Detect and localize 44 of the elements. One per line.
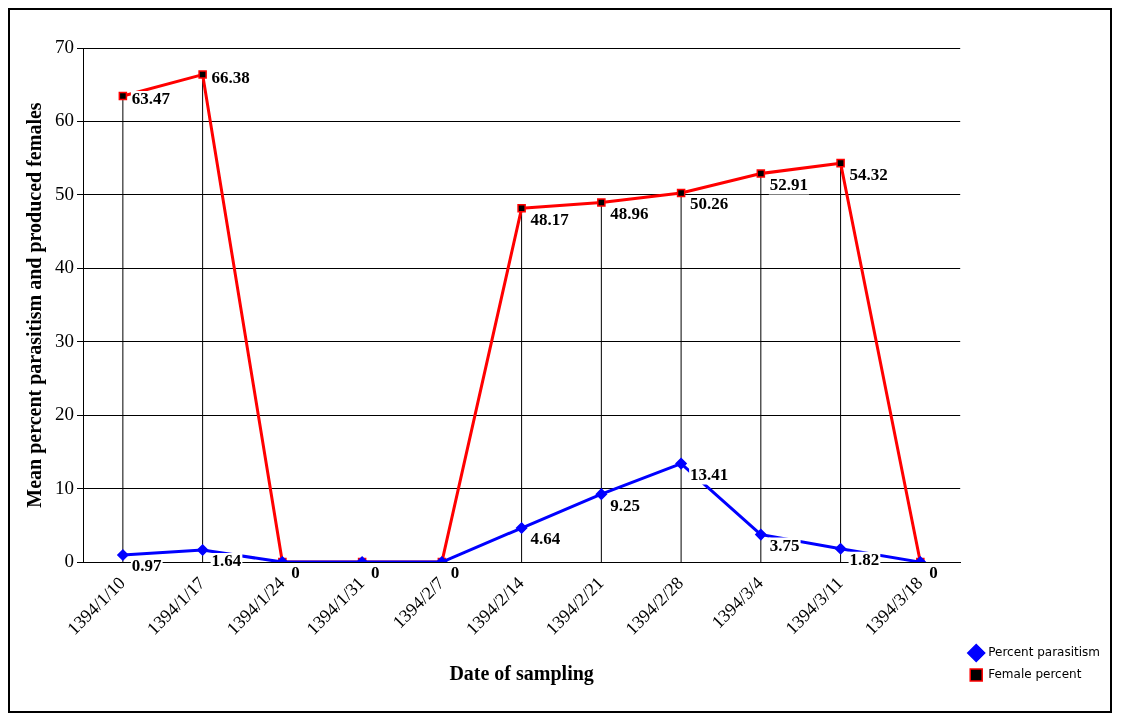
y-tick-label: 60 [55, 109, 74, 131]
data-label: 0.97 [131, 556, 163, 576]
data-label: 48.96 [610, 203, 649, 223]
y-tick-label: 0 [64, 550, 74, 572]
point [836, 158, 845, 168]
point [517, 204, 526, 213]
data-label: 52.91 [769, 174, 809, 194]
y-tick-label: 20 [55, 403, 74, 425]
legend-label: Percent parasitism [988, 645, 1101, 660]
x-axis-title: Date of sampling [449, 662, 594, 686]
point [595, 488, 608, 500]
y-tick-label: 70 [55, 35, 74, 57]
y-tick-label: 10 [55, 476, 74, 498]
data-label: 48.17 [530, 209, 570, 229]
point [676, 188, 686, 198]
point [196, 544, 209, 556]
data-label: 3.75 [769, 535, 800, 555]
y-tick-label: 30 [55, 329, 74, 351]
point [198, 70, 207, 79]
data-label: 1.64 [211, 551, 242, 571]
point [755, 528, 767, 541]
data-label: 63.47 [131, 89, 171, 109]
data-label: 4.64 [530, 529, 561, 549]
point [675, 457, 687, 470]
data-label: 54.32 [849, 164, 888, 184]
data-label: 13.41 [690, 465, 729, 485]
data-label: 0 [929, 563, 938, 583]
point [515, 522, 528, 534]
data-label: 0 [371, 563, 380, 583]
y-tick-label: 50 [55, 182, 74, 204]
data-label: 0 [450, 563, 460, 583]
data-label: 9.25 [610, 495, 641, 515]
point [117, 549, 129, 561]
data-label: 1.82 [849, 550, 880, 570]
data-label: 0 [291, 563, 300, 583]
y-axis-title: Mean percent parasitism and produced females [23, 102, 47, 508]
point [597, 198, 606, 207]
y-tick-label: 40 [55, 256, 74, 278]
point [756, 169, 766, 178]
data-label: 66.38 [211, 67, 250, 87]
data-label: 50.26 [690, 194, 729, 214]
point [834, 542, 847, 555]
legend-label: Female percent [988, 667, 1082, 682]
point [118, 91, 128, 101]
